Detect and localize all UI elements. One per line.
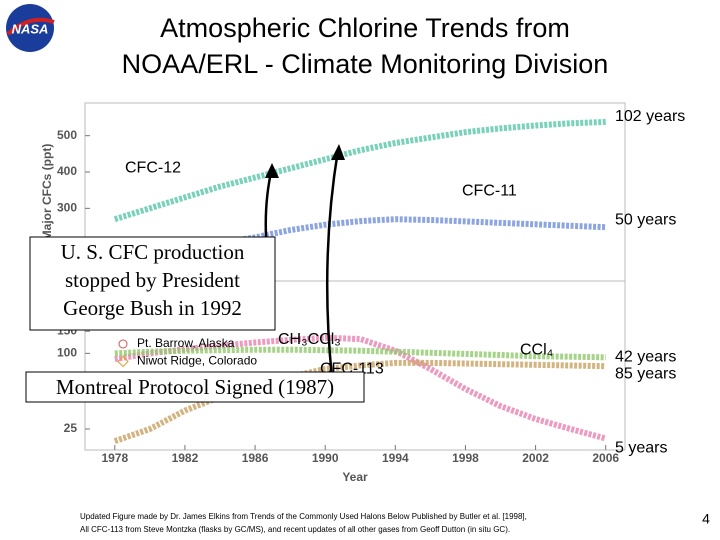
title: NOAA/ERL - Climate Monitoring Division [122,49,609,79]
x-tick-label: 1994 [382,451,409,465]
logo-text: NASA [12,21,49,36]
x-tick-label: 1986 [242,451,269,465]
legend-label: Niwot Ridge, Colorado [137,354,257,368]
arrow-head [331,144,345,160]
series-line [113,118,606,223]
arrow-head [265,163,279,178]
lifetime-label: 5 years [615,440,667,457]
footnote: Updated Figure made by Dr. James Elkins … [80,512,527,521]
y-tick-label: 25 [64,421,78,435]
callout-text: George Bush in 1992 [63,296,242,320]
legend-marker [117,355,129,368]
lifetime-label: 85 years [615,365,676,382]
series-label: CFC-12 [125,160,181,177]
arrow [325,149,340,379]
callout-text: stopped by President [65,268,240,292]
series-label: CH₃CCl₃ [278,331,341,348]
x-tick-label: 2006 [592,451,619,465]
lifetime-label: 50 years [615,211,676,228]
x-tick-label: 1978 [101,451,128,465]
y-tick-label: 100 [57,346,77,360]
footnote: All CFC-113 from Steve Montzka (flasks b… [80,525,510,534]
series-line [114,346,606,361]
y-tick-label: 500 [57,128,77,142]
callout-text: U. S. CFC production [61,240,245,264]
callout-box [29,236,276,331]
nasa-logo: NASA [6,4,55,52]
x-tick-label: 1998 [452,451,479,465]
x-axis-label: Year [342,470,368,484]
x-tick-label: 1982 [172,451,199,465]
x-tick-label: 1990 [312,451,339,465]
series-label: CCl₄ [520,341,553,358]
lifetime-label: 42 years [615,349,676,366]
series-label: CFC-11 [462,183,517,200]
legend-label: Pt. Barrow, Alaska [137,336,235,350]
callout-box [25,371,365,403]
y-axis-label: Major CFCs (ppt) [40,144,54,241]
lifetime-label: 102 years [615,108,685,125]
callout-text: Montreal Protocol Signed (1987) [56,375,334,399]
series-line [113,359,606,444]
y-tick-label: 400 [57,164,77,178]
y-tick-label: 300 [57,201,77,215]
x-tick-label: 2002 [522,451,549,465]
page-number: 4 [702,511,710,527]
legend-marker [118,339,128,349]
title: Atmospheric Chlorine Trends from [160,13,570,43]
